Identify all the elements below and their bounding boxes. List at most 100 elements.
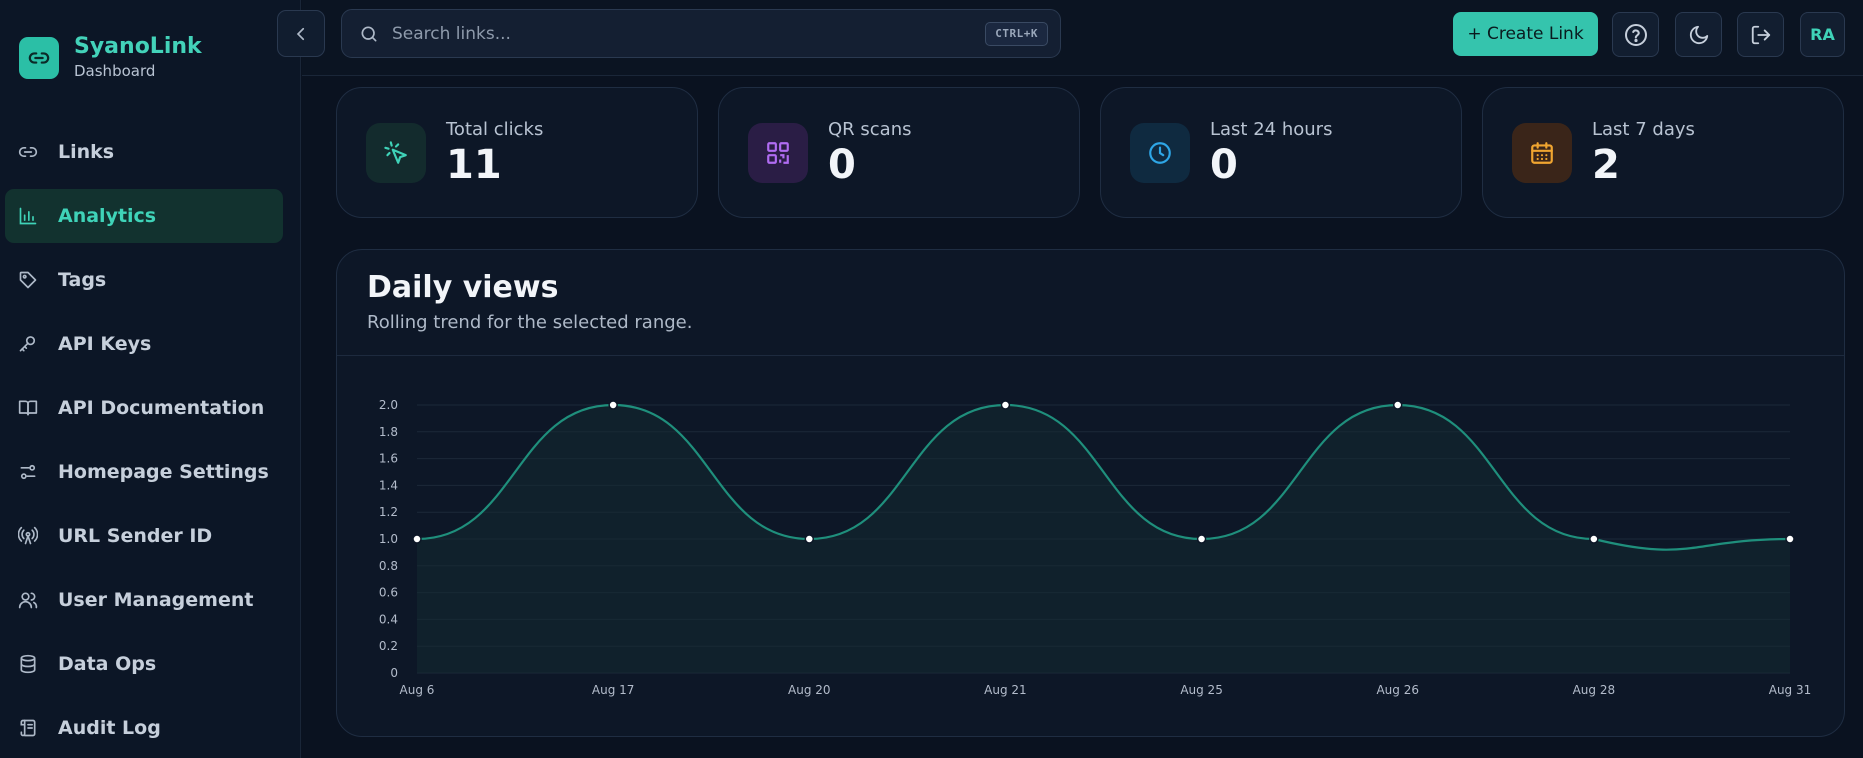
stat-label: Last 24 hours	[1210, 119, 1333, 140]
stat-value: 0	[1210, 142, 1238, 188]
series-area	[417, 405, 1790, 673]
y-tick-label: 1.0	[379, 532, 398, 546]
sliders-icon	[17, 461, 39, 483]
stat-value: 0	[828, 142, 856, 188]
users-icon	[17, 589, 39, 611]
brand-title: SyanoLink	[74, 34, 202, 59]
search-bar[interactable]: CTRL+K	[341, 9, 1061, 58]
stat-label: Total clicks	[446, 119, 544, 140]
sidebar-item-url-sender-id[interactable]: URL Sender ID	[5, 509, 283, 563]
data-point	[412, 534, 422, 544]
chevron-left-icon	[296, 27, 305, 40]
collapse-sidebar-button[interactable]	[277, 10, 325, 57]
y-tick-label: 0.6	[379, 586, 398, 600]
logout-icon	[1751, 25, 1770, 44]
brand[interactable]: SyanoLink Dashboard	[19, 34, 202, 81]
stat-card-last-7-days: Last 7 days 2	[1482, 87, 1844, 218]
sidebar-item-label: Tags	[58, 269, 107, 291]
sidebar-item-label: Links	[58, 141, 115, 163]
clock-icon	[1130, 123, 1190, 183]
logout-button[interactable]	[1737, 12, 1784, 57]
chart-title: Daily views	[367, 270, 559, 305]
sidebar-item-label: API Documentation	[58, 397, 265, 419]
stat-card-total-clicks: Total clicks 11	[336, 87, 698, 218]
chart-subtitle: Rolling trend for the selected range.	[367, 312, 693, 333]
help-circle-icon	[1624, 23, 1647, 46]
data-point	[1589, 534, 1599, 544]
book-icon	[17, 397, 39, 419]
sidebar-item-label: Audit Log	[58, 717, 161, 739]
theme-toggle-button[interactable]	[1675, 12, 1722, 57]
sidebar-item-analytics[interactable]: Analytics	[5, 189, 283, 243]
y-tick-label: 1.2	[379, 505, 398, 519]
sidebar-item-tags[interactable]: Tags	[5, 253, 283, 307]
y-tick-label: 0.4	[379, 612, 398, 626]
x-tick-label: Aug 26	[1376, 683, 1419, 697]
qr-code-icon	[748, 123, 808, 183]
sidebar-item-label: Data Ops	[58, 653, 157, 675]
x-tick-label: Aug 28	[1573, 683, 1616, 697]
radio-tower-icon	[17, 525, 39, 547]
search-shortcut-badge: CTRL+K	[985, 22, 1048, 46]
create-link-button[interactable]: + Create Link	[1453, 12, 1598, 56]
y-tick-label: 0.8	[379, 559, 398, 573]
data-point	[804, 534, 815, 544]
x-tick-label: Aug 6	[400, 683, 435, 697]
sidebar-item-api-documentation[interactable]: API Documentation	[5, 381, 283, 435]
x-tick-label: Aug 25	[1180, 683, 1223, 697]
stat-card-qr-scans: QR scans 0	[718, 87, 1080, 218]
help-button[interactable]	[1612, 12, 1659, 57]
moon-icon	[1689, 25, 1708, 44]
cursor-click-icon	[366, 123, 426, 183]
x-tick-label: Aug 17	[592, 683, 635, 697]
search-icon	[361, 26, 377, 42]
chart-header	[337, 250, 1844, 356]
y-tick-label: 0	[390, 666, 398, 680]
sidebar-item-label: URL Sender ID	[58, 525, 213, 547]
stat-label: Last 7 days	[1592, 119, 1695, 140]
tag-icon	[17, 269, 39, 291]
series-line	[416, 403, 1791, 551]
sidebar-item-label: Analytics	[58, 205, 157, 227]
key-icon	[17, 333, 39, 355]
y-tick-label: 1.6	[379, 452, 398, 466]
data-point	[1000, 400, 1011, 410]
sidebar-item-links[interactable]: Links	[5, 125, 283, 179]
sidebar-item-label: User Management	[58, 589, 254, 611]
avatar[interactable]: RA	[1800, 12, 1845, 57]
y-tick-label: 1.8	[379, 425, 398, 439]
link-icon	[17, 141, 39, 163]
y-tick-label: 0.2	[379, 639, 398, 653]
link-logo-icon	[19, 36, 59, 79]
database-icon	[17, 653, 39, 675]
x-tick-label: Aug 31	[1769, 683, 1812, 697]
data-point	[1785, 534, 1795, 544]
data-point	[1392, 400, 1403, 410]
y-tick-label: 1.4	[379, 478, 398, 492]
daily-views-card: Daily views Rolling trend for the select…	[336, 249, 1845, 737]
sidebar-item-user-management[interactable]: User Management	[5, 573, 283, 627]
data-point	[1196, 534, 1207, 544]
data-point	[608, 400, 618, 410]
bar-chart-icon	[17, 205, 39, 227]
sidebar-item-data-ops[interactable]: Data Ops	[5, 637, 283, 691]
sidebar: SyanoLink Dashboard Links Analytics Tags	[0, 0, 301, 758]
stat-value: 2	[1592, 142, 1620, 188]
sidebar-nav: Links Analytics Tags API Keys API Docume…	[5, 125, 283, 758]
sidebar-item-label: Homepage Settings	[58, 461, 269, 483]
stat-card-last-24-hours: Last 24 hours 0	[1100, 87, 1462, 218]
sidebar-item-homepage-settings[interactable]: Homepage Settings	[5, 445, 283, 499]
x-tick-label: Aug 20	[788, 683, 831, 697]
sidebar-item-label: API Keys	[58, 333, 152, 355]
scroll-icon	[17, 717, 39, 739]
y-tick-label: 2.0	[379, 398, 398, 412]
brand-subtitle: Dashboard	[74, 62, 156, 80]
search-input[interactable]	[392, 23, 952, 44]
sidebar-item-api-keys[interactable]: API Keys	[5, 317, 283, 371]
x-tick-label: Aug 21	[984, 683, 1027, 697]
stat-label: QR scans	[828, 119, 912, 140]
daily-views-chart: 0 0.2 0.4 0.6 0.8 1.0 1.2 1.4 1.6 1.8 2.0 Aug 6 Aug …	[379, 398, 1812, 697]
sidebar-item-audit-log[interactable]: Audit Log	[5, 701, 283, 755]
calendar-icon	[1512, 123, 1572, 183]
stat-value: 11	[446, 142, 502, 188]
